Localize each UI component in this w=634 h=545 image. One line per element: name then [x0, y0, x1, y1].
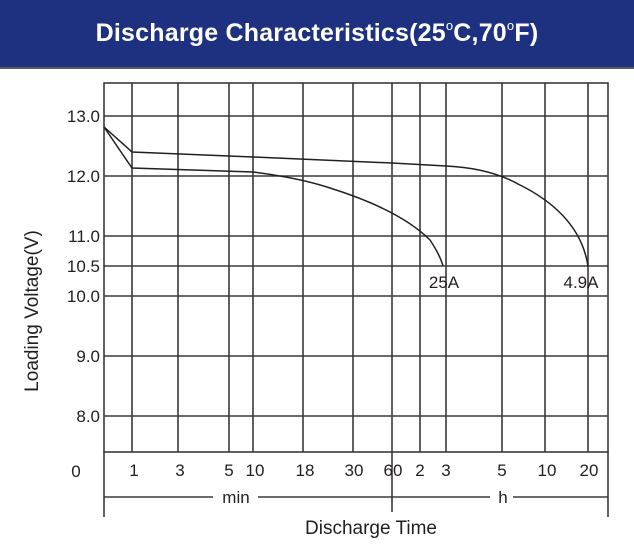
origin-label: 0 [71, 462, 80, 481]
plot-border [103, 82, 609, 453]
svg-text:10.5: 10.5 [67, 257, 100, 276]
svg-text:20: 20 [580, 461, 599, 480]
min-unit-label: min [222, 488, 249, 507]
svg-text:18: 18 [296, 461, 315, 480]
h-unit-label: h [498, 488, 507, 507]
svg-text:1: 1 [129, 461, 138, 480]
svg-text:9.0: 9.0 [76, 347, 100, 366]
svg-text:8.0: 8.0 [76, 407, 100, 426]
chart-title-bar: Discharge Characteristics(25oC,70oF) [0, 0, 634, 69]
curve-4.9A [103, 126, 589, 267]
curve-label-25A: 25A [429, 273, 460, 292]
svg-text:2: 2 [415, 461, 424, 480]
y-axis-title: Loading Voltage(V) [22, 230, 43, 392]
curve-label-4.9A: 4.9A [564, 273, 600, 292]
svg-text:5: 5 [224, 461, 233, 480]
svg-text:13.0: 13.0 [67, 107, 100, 126]
svg-text:60: 60 [384, 461, 403, 480]
svg-text:12.0: 12.0 [67, 167, 100, 186]
svg-text:3: 3 [441, 461, 450, 480]
svg-text:10.0: 10.0 [67, 287, 100, 306]
svg-text:5: 5 [497, 461, 506, 480]
svg-text:10: 10 [246, 461, 265, 480]
x-axis-title: Discharge Time [305, 518, 437, 539]
curves [103, 126, 589, 267]
svg-text:10: 10 [538, 461, 557, 480]
svg-text:11.0: 11.0 [68, 227, 100, 246]
svg-text:30: 30 [345, 461, 364, 480]
y-axis-ticks: 13.0 12.0 11.0 10.5 10.0 9.0 8.0 0 [67, 107, 100, 481]
curve-25A [103, 126, 444, 267]
grid [103, 82, 609, 517]
chart-title: Discharge Characteristics(25oC,70oF) [95, 17, 539, 47]
svg-text:3: 3 [175, 461, 184, 480]
x-axis-ticks: 1 3 5 10 18 30 60 2 3 5 10 20 [129, 461, 598, 480]
